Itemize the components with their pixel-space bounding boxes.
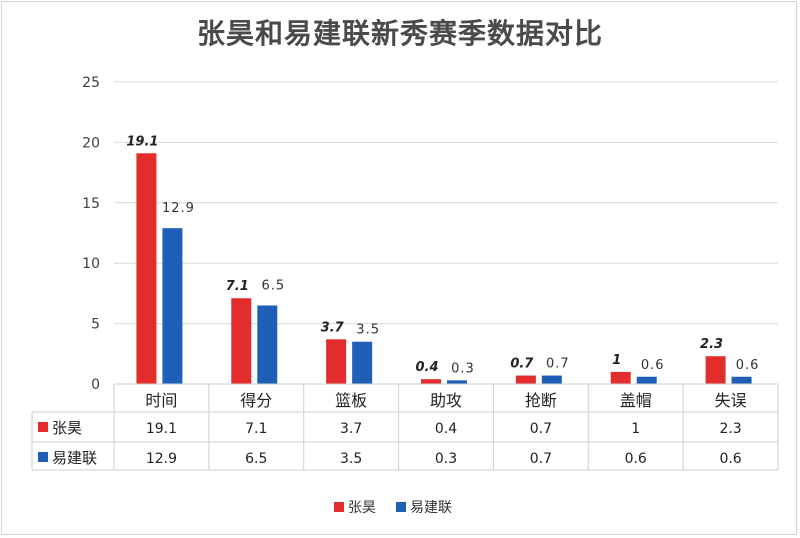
data-labels: 时间 19.1 12.9 得分 7.1 6.5 篮板 3.7 3.5 助攻 0.4 0.3 抢断 0.7 0… (126, 134, 760, 410)
data-table: 19.1 12.9 7.1 6.5 3.7 3.5 0.4 0.3 0.7 0.7 1 0.6 2.3 0… (31, 383, 779, 471)
bar-b (541, 375, 562, 384)
table-cell: 0.6 (719, 451, 741, 467)
category-label: 时间 (145, 391, 177, 410)
table-cell: 7.1 (245, 421, 267, 437)
data-label: 0.6 (641, 358, 665, 373)
y-tick-label: 5 (91, 317, 100, 333)
table-cell: 6.5 (245, 451, 267, 467)
bar-a (515, 375, 536, 384)
legend-key (334, 502, 344, 512)
data-label: 0.3 (451, 361, 475, 376)
y-tick-label: 25 (82, 75, 100, 91)
bar-b (257, 305, 278, 384)
legend-label: 张昊 (348, 500, 376, 516)
data-label: 2.3 (700, 337, 723, 352)
table-cell: 2.3 (719, 421, 741, 437)
table-cell: 19.1 (146, 421, 177, 437)
category-label: 得分 (240, 391, 272, 410)
legend: 张昊 易建联 (334, 500, 452, 516)
data-label: 0.4 (415, 360, 438, 375)
legend-key (396, 502, 406, 512)
y-tick-label: 15 (82, 196, 100, 212)
data-label: 19.1 (126, 134, 158, 149)
bar-a (326, 339, 347, 384)
bar-b (636, 376, 657, 384)
table-cell: 3.7 (340, 421, 362, 437)
table-cell: 0.3 (435, 451, 457, 467)
table-series-name: 易建联 (52, 449, 97, 467)
y-tick-label: 10 (82, 256, 100, 272)
chart-title: 张昊和易建联新秀赛季数据对比 (196, 17, 603, 50)
table-cell: 0.7 (530, 451, 552, 467)
table-cell: 1 (631, 421, 640, 437)
data-label: 12.9 (162, 201, 195, 216)
table-cell: 0.6 (625, 451, 647, 467)
category-label: 失误 (715, 391, 747, 410)
bar-a (421, 379, 441, 384)
y-axis-ticks: 0 5 10 15 20 25 (82, 75, 100, 393)
table-cell: 3.5 (340, 451, 362, 467)
table-cell: 0.7 (530, 421, 552, 437)
table-series-name: 张昊 (52, 419, 82, 437)
category-label: 助攻 (430, 391, 462, 410)
bar-a (705, 356, 726, 384)
table-series-key (38, 422, 48, 432)
bar-a (231, 298, 252, 384)
bar-b (447, 380, 467, 384)
data-label: 0.6 (736, 358, 760, 373)
legend-label: 易建联 (410, 500, 452, 516)
category-label: 盖帽 (620, 391, 652, 410)
data-label: 1 (612, 353, 621, 368)
bar-b (731, 376, 752, 384)
data-label: 6.5 (261, 278, 285, 293)
bar-b (352, 341, 373, 384)
category-label: 抢断 (525, 391, 557, 410)
bar-b (162, 228, 183, 384)
y-tick-label: 0 (91, 377, 100, 393)
data-label: 0.7 (510, 357, 534, 372)
gridlines (114, 81, 778, 325)
bar-a (610, 371, 631, 384)
category-label: 篮板 (335, 391, 367, 410)
table-cell: 12.9 (146, 451, 177, 467)
y-tick-label: 20 (82, 135, 100, 151)
data-label: 3.5 (356, 323, 380, 338)
bars (136, 153, 752, 384)
data-label: 0.7 (546, 357, 570, 372)
data-label: 3.7 (321, 320, 345, 335)
data-label: 7.1 (226, 279, 249, 294)
table-series-key (38, 452, 48, 462)
bar-a (136, 153, 157, 384)
table-cell: 0.4 (435, 421, 457, 437)
